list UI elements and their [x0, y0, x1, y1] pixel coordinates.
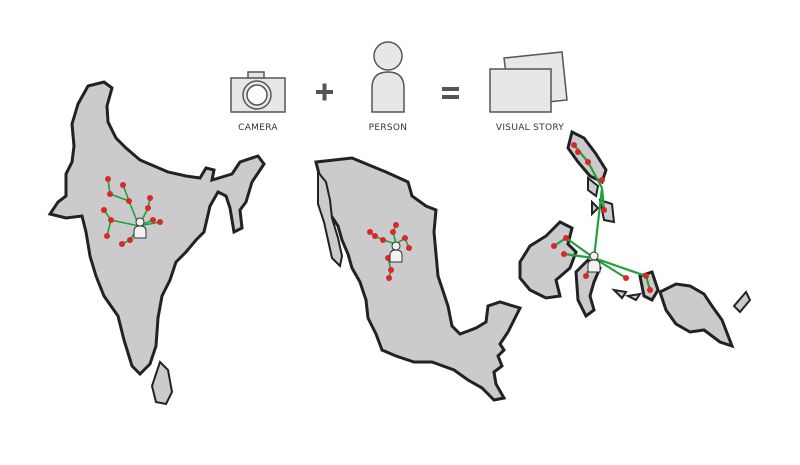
photo-stack-icon — [489, 51, 568, 113]
camera-label: CAMERA — [238, 123, 278, 133]
philippines-map — [518, 129, 752, 349]
plus-icon — [316, 83, 333, 101]
india-hub-person-icon — [133, 217, 147, 239]
mexico-map — [314, 156, 523, 402]
person-icon — [371, 41, 405, 113]
philippines-hub-person-icon — [587, 251, 601, 273]
philippines-network — [551, 142, 653, 293]
visual-story-label: VISUAL STORY — [495, 123, 565, 133]
india-network — [101, 176, 163, 247]
person-label: PERSON — [368, 123, 408, 133]
mexico-hub-person-icon — [389, 241, 403, 263]
india-map — [47, 80, 266, 406]
camera-icon — [230, 71, 286, 113]
equals-icon — [442, 87, 459, 99]
